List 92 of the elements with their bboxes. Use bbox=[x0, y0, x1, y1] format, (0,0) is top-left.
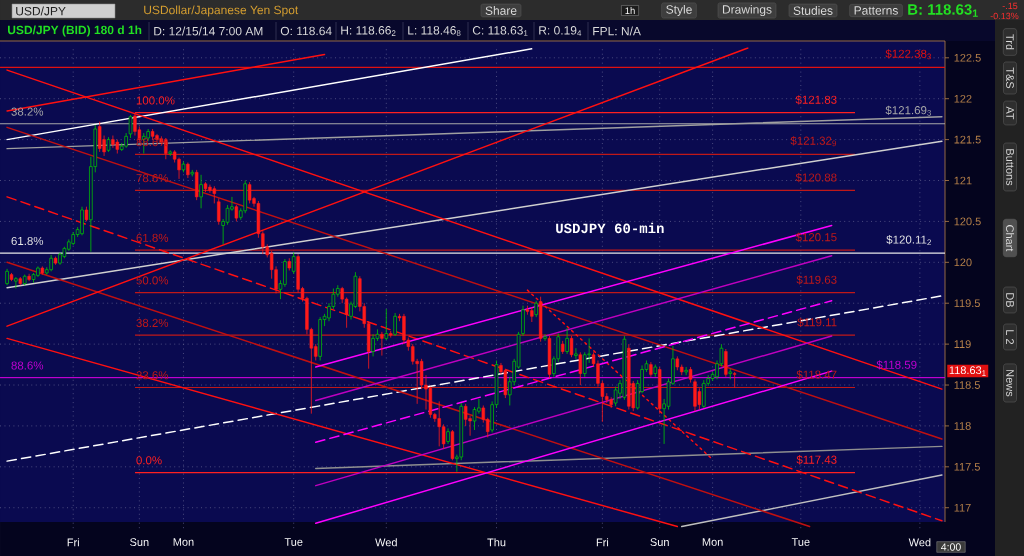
candlestick bbox=[565, 327, 569, 355]
text: Buttons bbox=[1006, 149, 1014, 186]
text: USD/JPY (BID) 180 d 1h bbox=[7, 25, 142, 37]
annotation: 0.0% bbox=[136, 456, 162, 465]
ref-line-label: $120.15 bbox=[795, 232, 837, 242]
ref-line-label: $122.38$_{3}$ bbox=[885, 49, 932, 60]
candlestick bbox=[574, 347, 578, 360]
x-tick-label: Mon bbox=[702, 538, 723, 546]
x-tick-label: Wed bbox=[908, 538, 931, 547]
candlestick bbox=[111, 135, 115, 149]
candlestick bbox=[543, 333, 547, 342]
candlestick bbox=[80, 206, 84, 236]
y-tick-label: 122.5 bbox=[954, 53, 981, 62]
x-tick-label: Tue bbox=[284, 538, 303, 546]
text: 118.63$_{1}$ bbox=[949, 366, 986, 376]
x-tick-label: Fri bbox=[67, 538, 79, 547]
ref-line-label: $119.11 bbox=[797, 317, 837, 327]
ref-line-label: $121.83 bbox=[795, 95, 837, 105]
text: Studies bbox=[793, 6, 833, 15]
text: C: 118.63$_{1}$ bbox=[472, 26, 528, 36]
x-tick-label: Thu bbox=[487, 538, 506, 547]
text: -0.13% bbox=[990, 12, 1019, 20]
y-tick-label: 121.5 bbox=[954, 135, 981, 144]
chart-subtitle: USDollar/Japanese Yen Spot bbox=[144, 5, 299, 17]
text: 4:00 bbox=[941, 543, 961, 551]
candlestick bbox=[247, 181, 252, 204]
text: L: 118.46$_{8}$ bbox=[408, 26, 461, 36]
text: Chart bbox=[1005, 225, 1015, 252]
x-tick-label: Mon bbox=[173, 538, 194, 546]
x-tick-label: Fri bbox=[596, 538, 609, 547]
text: DB bbox=[1006, 293, 1014, 308]
candlestick bbox=[199, 174, 203, 209]
text: R: 0.19$_{4}$ bbox=[539, 26, 582, 36]
text: -.15 bbox=[1002, 2, 1018, 10]
text: Trd bbox=[1005, 34, 1015, 50]
y-tick-label: 118 bbox=[954, 422, 971, 430]
annotation: 50.0% bbox=[136, 276, 169, 285]
text: O: 118.64 bbox=[280, 26, 332, 36]
text: News bbox=[1006, 370, 1014, 397]
candlestick bbox=[732, 371, 737, 388]
ref-line-label: $119.63 bbox=[796, 275, 837, 285]
annotation: 100.0% bbox=[136, 96, 175, 105]
text: Style bbox=[666, 4, 692, 17]
candlestick bbox=[291, 252, 296, 275]
ref-line-label: $121.69$_{3}$ bbox=[885, 105, 932, 116]
y-tick-label: 119.5 bbox=[954, 299, 980, 308]
y-tick-label: 120 bbox=[954, 258, 972, 267]
text: L 2 bbox=[1006, 330, 1014, 345]
x-tick-label: Wed bbox=[375, 538, 397, 547]
text: 1h bbox=[625, 7, 635, 14]
candlestick bbox=[27, 273, 31, 282]
text: Drawings bbox=[722, 4, 772, 17]
y-tick-label: 122 bbox=[954, 94, 972, 103]
y-tick-label: 117 bbox=[954, 503, 971, 512]
x-tick-label: Tue bbox=[791, 538, 810, 546]
candlestick bbox=[380, 331, 384, 356]
annotation: 88.6% bbox=[11, 361, 44, 370]
annotation: 38.2% bbox=[136, 318, 169, 327]
annotation: 61.8% bbox=[11, 236, 44, 246]
text: D: 12/15/14 7:00 AM bbox=[154, 26, 263, 36]
y-tick-label: 117.5 bbox=[954, 462, 980, 471]
candlestick bbox=[702, 379, 706, 409]
candlestick bbox=[569, 335, 574, 358]
candlestick bbox=[724, 348, 728, 378]
candlestick bbox=[14, 276, 18, 289]
text: Share bbox=[485, 6, 517, 15]
text: AT bbox=[1006, 106, 1014, 120]
y-tick-label: 119 bbox=[954, 340, 971, 349]
ref-line-label: $117.43 bbox=[796, 455, 837, 465]
candlestick bbox=[384, 308, 389, 341]
annotation: 61.8% bbox=[136, 233, 169, 242]
ref-line-label: $120.11$_{2}$ bbox=[886, 235, 931, 246]
y-tick-label: 118.5 bbox=[954, 381, 980, 389]
text: H: 118.66$_{2}$ bbox=[341, 26, 396, 36]
text: Patterns bbox=[854, 6, 898, 15]
candlestick bbox=[393, 312, 397, 337]
candlestick bbox=[97, 121, 102, 153]
x-tick-label: Sun bbox=[650, 538, 669, 546]
candlestick bbox=[578, 351, 582, 386]
text: B: 118.63$_{1}$ bbox=[908, 4, 978, 17]
annotation: 38.2% bbox=[11, 107, 44, 116]
text: FPL: N/A bbox=[593, 26, 641, 36]
candlestick bbox=[217, 198, 221, 226]
x-tick-label: Sun bbox=[130, 538, 149, 546]
y-tick-label: 121 bbox=[954, 176, 972, 185]
text: T&S bbox=[1006, 67, 1014, 89]
ref-line-label: $121.32$_{9}$ bbox=[790, 136, 837, 147]
chart-title: USD/JPY bbox=[16, 6, 66, 16]
y-tick-label: 120.5 bbox=[954, 217, 981, 226]
annotation: USDJPY 60-min bbox=[556, 222, 664, 234]
ref-line-label: $118.59 bbox=[876, 360, 917, 370]
ref-line-label: $120.88 bbox=[795, 172, 837, 183]
